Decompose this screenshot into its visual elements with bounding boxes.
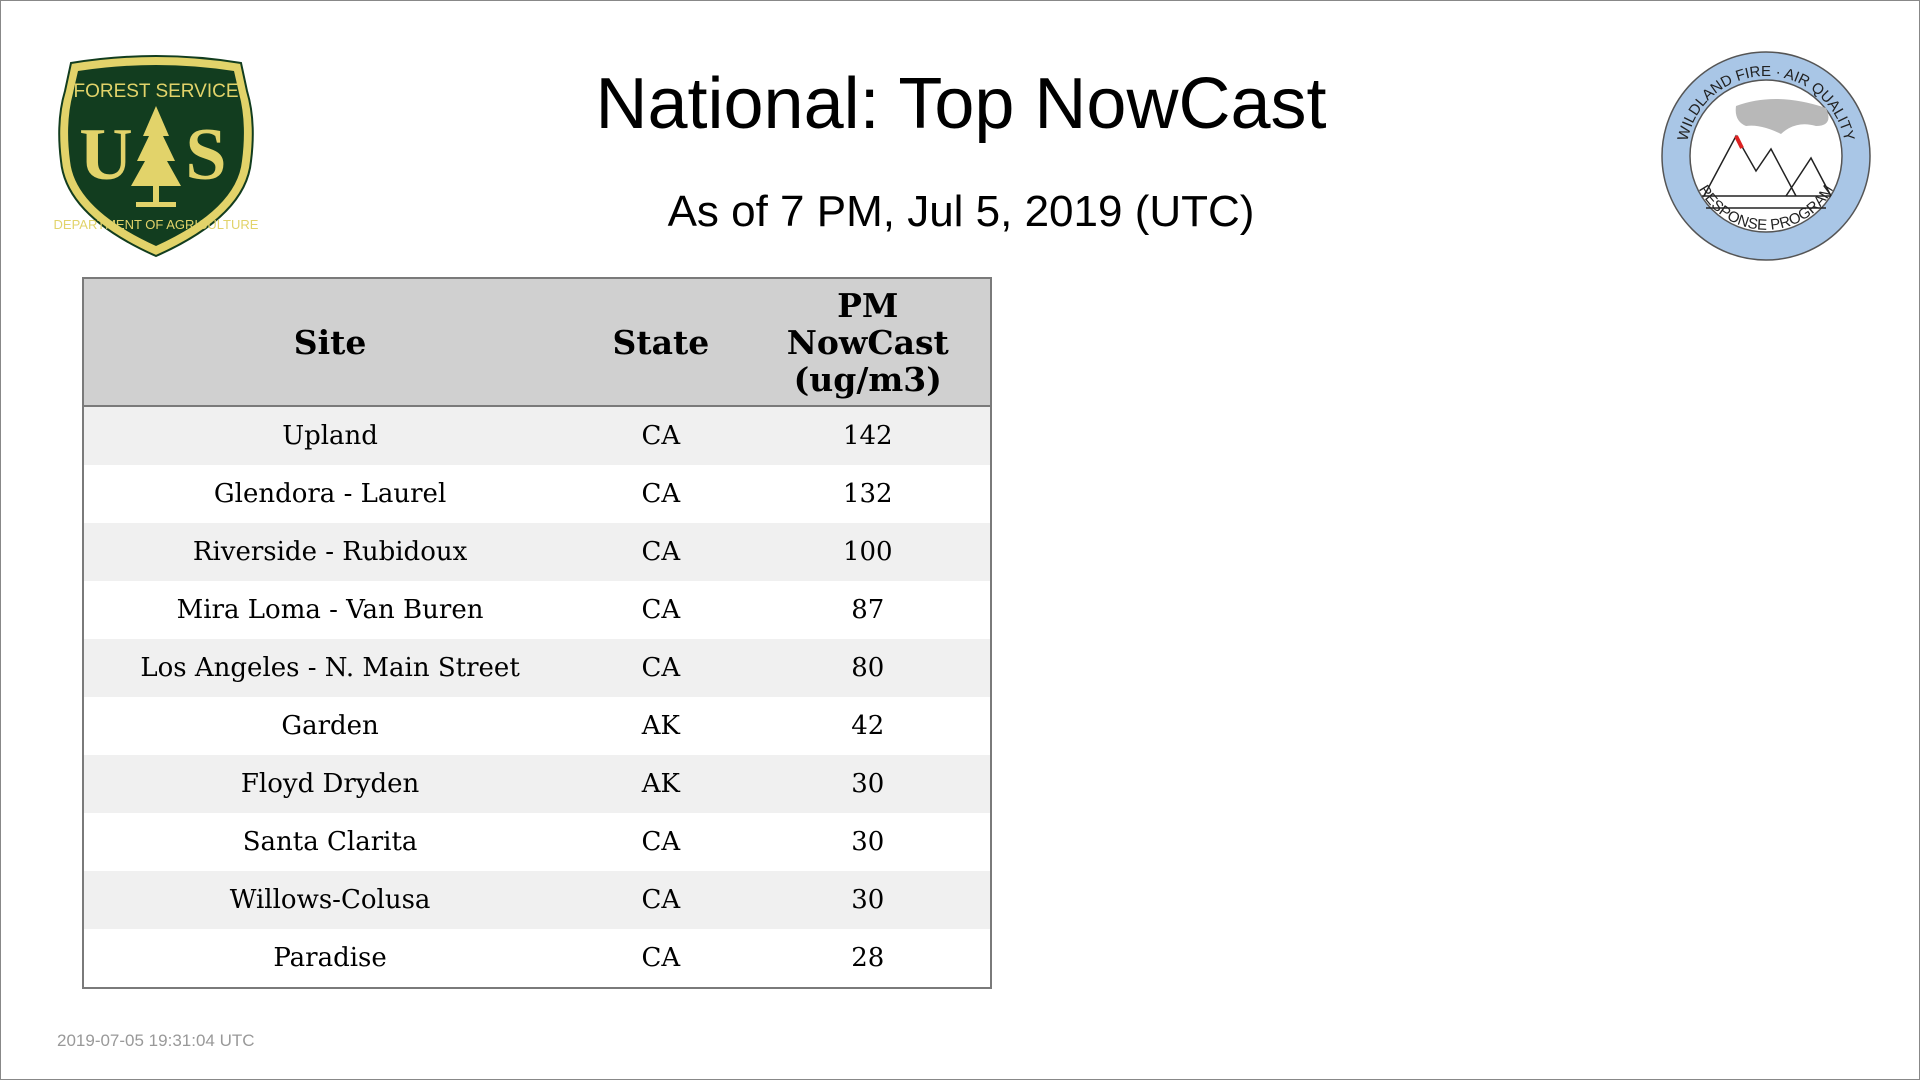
cell-state: AK [576,755,746,813]
table-row: Upland CA 142 [83,406,991,465]
table-row: Riverside - Rubidoux CA 100 [83,523,991,581]
table-row: Paradise CA 28 [83,929,991,988]
table-row: Glendora - Laurel CA 132 [83,465,991,523]
cell-pm-nowcast: 132 [745,465,991,523]
cell-site: Floyd Dryden [83,755,577,813]
page-title: National: Top NowCast [595,64,1327,144]
cell-state: CA [576,813,746,871]
forest-service-logo: FOREST SERVICE U S DEPARTMENT OF AGRICUL… [54,55,259,258]
cell-pm-nowcast: 87 [745,581,991,639]
nowcast-table: Site State PM NowCast (ug/m3) Upland CA 14… [82,277,992,989]
cell-state: CA [576,465,746,523]
table-row: Garden AK 42 [83,697,991,755]
cell-pm-nowcast: 30 [745,871,991,929]
cell-state: CA [576,406,746,465]
column-header-site: Site [83,278,577,407]
cell-state: CA [576,871,746,929]
cell-site: Riverside - Rubidoux [83,523,577,581]
cell-site: Upland [83,406,577,465]
svg-text:S: S [185,114,226,196]
table-header-row: Site State PM NowCast (ug/m3) [83,278,991,407]
svg-text:U: U [79,114,132,196]
cell-site: Garden [83,697,577,755]
cell-pm-nowcast: 100 [745,523,991,581]
cell-pm-nowcast: 30 [745,813,991,871]
cell-site: Mira Loma - Van Buren [83,581,577,639]
cell-state: AK [576,697,746,755]
cell-state: CA [576,639,746,697]
cell-state: CA [576,581,746,639]
cell-pm-nowcast: 30 [745,755,991,813]
cell-pm-nowcast: 142 [745,406,991,465]
column-header-state: State [576,278,746,407]
cell-site: Paradise [83,929,577,988]
cell-state: CA [576,929,746,988]
cell-pm-nowcast: 28 [745,929,991,988]
cell-site: Glendora - Laurel [83,465,577,523]
cell-site: Santa Clarita [83,813,577,871]
svg-text:FOREST SERVICE: FOREST SERVICE [73,81,238,102]
table-row: Floyd Dryden AK 30 [83,755,991,813]
column-header-pm-nowcast-label: PM NowCast (ug/m3) [786,285,949,399]
cell-pm-nowcast: 80 [745,639,991,697]
table-row: Mira Loma - Van Buren CA 87 [83,581,991,639]
table-row: Los Angeles - N. Main Street CA 80 [83,639,991,697]
cell-state: CA [576,523,746,581]
cell-pm-nowcast: 42 [745,697,991,755]
svg-text:DEPARTMENT OF AGRICULTURE: DEPARTMENT OF AGRICULTURE [54,217,259,232]
cell-site: Los Angeles - N. Main Street [83,639,577,697]
generated-timestamp: 2019-07-05 19:31:04 UTC [57,1031,255,1050]
table-row: Santa Clarita CA 30 [83,813,991,871]
wildland-fire-air-quality-logo: WILDLAND FIRE · AIR QUALITY RESPONSE PRO… [1661,51,1871,261]
cell-site: Willows-Colusa [83,871,577,929]
column-header-pm-nowcast: PM NowCast (ug/m3) [745,278,991,407]
table-row: Willows-Colusa CA 30 [83,871,991,929]
page-subtitle: As of 7 PM, Jul 5, 2019 (UTC) [667,187,1255,236]
